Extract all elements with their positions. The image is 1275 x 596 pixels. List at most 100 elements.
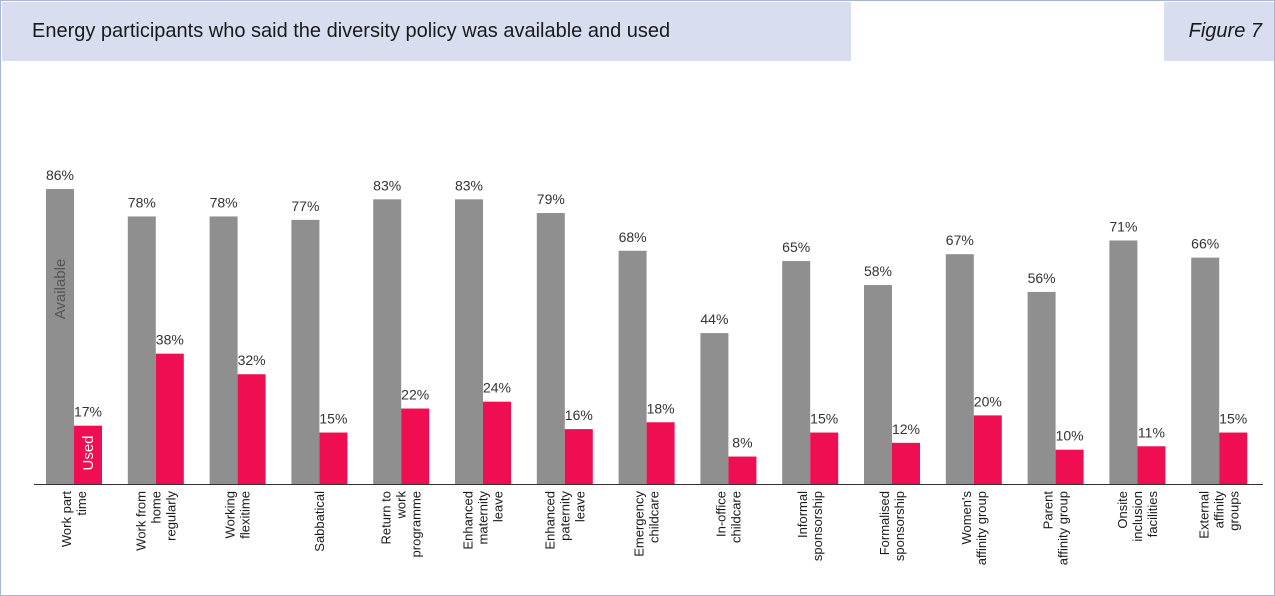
chart-title: Energy participants who said the diversi…: [32, 20, 671, 42]
category-label-line: In-office: [713, 491, 728, 537]
bar-used: [1055, 449, 1084, 484]
category-label: Work parttime: [59, 491, 89, 547]
category-label-line: Women's: [959, 491, 974, 545]
bar-used: [155, 353, 184, 484]
category-label-line: Enhanced: [542, 491, 557, 550]
data-label-available: 78%: [210, 194, 238, 210]
category-label-line: work: [394, 491, 409, 520]
category-label-line: Return to: [379, 491, 394, 544]
category-label-line: affinity: [1212, 491, 1227, 529]
data-label-used: 12%: [892, 421, 920, 437]
category-label: Onsiteinclusionfacilities: [1115, 491, 1160, 542]
data-label-used: 32%: [238, 352, 266, 368]
category-label: Externalaffinitygroups: [1197, 491, 1242, 539]
category-label-line: Parent: [1041, 491, 1056, 530]
bar-available: [209, 216, 238, 484]
category-label-line: childcare: [647, 491, 662, 543]
category-label: Work fromhomeregularly: [133, 491, 178, 551]
data-label-available: 66%: [1191, 236, 1219, 252]
bar-used: [564, 429, 593, 484]
category-label: Parentaffinity group: [1041, 491, 1071, 566]
data-label-available: 86%: [46, 167, 74, 183]
bar-available: [782, 261, 811, 484]
data-label-used: 38%: [156, 332, 184, 348]
category-label-line: sponsorship: [810, 491, 825, 561]
bar-used: [401, 408, 430, 484]
data-label-available: 56%: [1028, 270, 1056, 286]
bar-used: [810, 432, 839, 484]
data-label-used: 15%: [1219, 411, 1247, 427]
bar-used: [1219, 432, 1248, 484]
bar-available: [618, 250, 647, 484]
data-label-used: 11%: [1138, 424, 1165, 440]
bar-available: [1191, 257, 1220, 484]
data-label-used: 8%: [732, 435, 752, 451]
category-label-line: Work part: [59, 491, 74, 547]
category-label-line: affinity group: [974, 491, 989, 565]
bar-used: [319, 432, 348, 484]
category-label-line: Working: [223, 491, 238, 538]
bar-available: [291, 219, 320, 484]
data-label-used: 15%: [319, 411, 347, 427]
bar-available: [945, 254, 974, 484]
legend-label-available: Available: [52, 259, 69, 320]
data-label-available: 58%: [864, 263, 892, 279]
bar-available: [864, 285, 892, 484]
category-label-line: Formalised: [877, 491, 892, 555]
category-label-line: affinity group: [1056, 491, 1071, 565]
bar-available: [373, 199, 402, 484]
category-label: Workingflexitime: [223, 491, 253, 539]
category-label: Formalisedsponsorship: [877, 491, 907, 561]
bar-used: [237, 374, 266, 484]
category-label: Sabbatical: [312, 491, 327, 552]
data-label-used: 22%: [401, 387, 429, 403]
data-label-available: 79%: [537, 191, 565, 207]
data-label-available: 65%: [782, 239, 810, 255]
data-label-available: 68%: [619, 229, 647, 245]
data-label-used: 16%: [565, 407, 593, 423]
category-label-line: leave: [572, 491, 587, 522]
bar-available: [536, 213, 565, 484]
category-label-line: Work from: [133, 491, 148, 551]
category-label-line: childcare: [728, 491, 743, 543]
category-label-line: home: [148, 491, 163, 524]
category-label-line: sponsorship: [892, 491, 907, 561]
bar-used: [892, 442, 920, 484]
data-label-used: 18%: [647, 400, 675, 416]
bar-available: [700, 333, 729, 484]
data-label-available: 83%: [455, 177, 483, 193]
bar-used: [973, 415, 1002, 484]
bar-used: [74, 425, 102, 484]
bar-available: [46, 189, 74, 484]
data-label-used: 15%: [810, 411, 838, 427]
category-label: Enhancedmaternityleave: [461, 491, 506, 550]
category-label-line: time: [74, 491, 89, 516]
category-label: Enhancedpaternityleave: [542, 491, 587, 550]
category-label: Emergencychildcare: [632, 491, 662, 557]
bar-used: [483, 401, 511, 484]
bar-used: [728, 456, 757, 484]
data-label-available: 78%: [128, 194, 156, 210]
figure-label-bar: Figure 7: [1164, 2, 1274, 61]
category-label-line: Sabbatical: [312, 491, 327, 552]
category-label-line: leave: [491, 491, 506, 522]
data-label-available: 44%: [700, 311, 728, 327]
bar-available: [455, 199, 483, 484]
category-label-line: Emergency: [632, 491, 647, 557]
category-label-line: programme: [409, 491, 424, 557]
category-label: Return toworkprogramme: [379, 491, 424, 558]
category-label-line: paternity: [557, 491, 572, 541]
category-label-line: regularly: [163, 491, 178, 541]
data-label-used: 24%: [483, 380, 511, 396]
bar-used: [646, 422, 675, 484]
title-bar: Energy participants who said the diversi…: [2, 2, 851, 61]
data-label-used: 17%: [74, 404, 102, 420]
bar-available: [127, 216, 156, 484]
category-label-line: Enhanced: [461, 491, 476, 550]
figure-label: Figure 7: [1188, 20, 1262, 42]
category-label: Women'saffinity group: [959, 491, 989, 566]
data-label-available: 83%: [373, 177, 401, 193]
bar-used: [1137, 446, 1166, 484]
bar-available: [1109, 240, 1138, 484]
